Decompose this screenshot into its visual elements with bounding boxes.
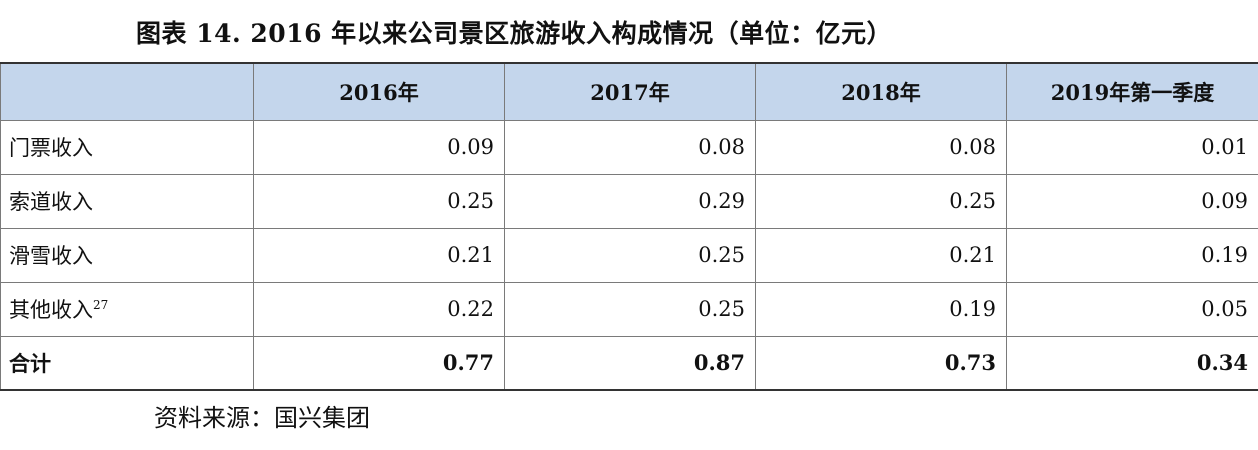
total-cell: 0.34	[1006, 335, 1258, 391]
table-cell: 0.21	[755, 227, 1007, 283]
total-label: 合计	[0, 335, 254, 391]
table-row: 滑雪收入 0.21 0.25 0.21 0.19	[0, 227, 1258, 283]
table-cell: 0.29	[504, 173, 756, 229]
table-cell: 0.21	[253, 227, 505, 283]
table-cell: 0.08	[755, 119, 1007, 175]
header-cell-2019q1: 2019年第一季度	[1006, 62, 1258, 121]
table-cell: 0.25	[755, 173, 1007, 229]
header-cell-2017: 2017年	[504, 62, 756, 121]
row-label-cableway: 索道收入	[0, 173, 254, 229]
table-cell: 0.01	[1006, 119, 1258, 175]
table-cell: 0.19	[1006, 227, 1258, 283]
total-cell: 0.77	[253, 335, 505, 391]
source-note: 资料来源：国兴集团	[154, 404, 370, 432]
row-label-ski: 滑雪收入	[0, 227, 254, 283]
header-cell-2016: 2016年	[253, 62, 505, 121]
revenue-table: 2016年 2017年 2018年 2019年第一季度 门票收入 0.09 0.…	[0, 62, 1258, 391]
table-cell: 0.22	[253, 281, 505, 337]
header-row: 2016年 2017年 2018年 2019年第一季度	[0, 62, 1258, 121]
table-cell: 0.25	[504, 281, 756, 337]
row-label-ticket: 门票收入	[0, 119, 254, 175]
total-cell: 0.87	[504, 335, 756, 391]
table-cell: 0.25	[504, 227, 756, 283]
table-cell: 0.09	[1006, 173, 1258, 229]
table-row: 门票收入 0.09 0.08 0.08 0.01	[0, 119, 1258, 175]
header-cell-2018: 2018年	[755, 62, 1007, 121]
total-row: 合计 0.77 0.87 0.73 0.34	[0, 335, 1258, 391]
total-cell: 0.73	[755, 335, 1007, 391]
table-cell: 0.09	[253, 119, 505, 175]
table-cell: 0.25	[253, 173, 505, 229]
table-cell: 0.08	[504, 119, 756, 175]
table-cell: 0.19	[755, 281, 1007, 337]
footnote-marker: 27	[93, 298, 109, 312]
table-row: 索道收入 0.25 0.29 0.25 0.09	[0, 173, 1258, 229]
row-label-other-text: 其他收入	[9, 298, 93, 322]
table-title: 图表 14. 2016 年以来公司景区旅游收入构成情况（单位：亿元）	[136, 19, 893, 48]
header-cell-label	[0, 62, 254, 121]
table-row: 其他收入27 0.22 0.25 0.19 0.05	[0, 281, 1258, 337]
row-label-other: 其他收入27	[0, 281, 254, 337]
table-cell: 0.05	[1006, 281, 1258, 337]
